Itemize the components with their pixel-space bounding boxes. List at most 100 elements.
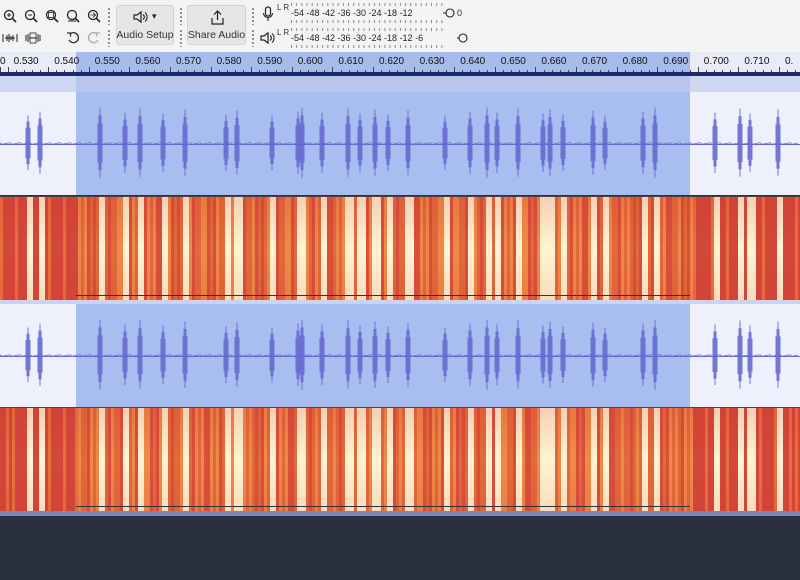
waveform-zero-line bbox=[0, 355, 800, 357]
silence-button[interactable] bbox=[24, 29, 42, 47]
waveform-burst bbox=[269, 115, 275, 171]
record-meter-channels: L R bbox=[277, 3, 290, 12]
waveform-right-graphic bbox=[0, 319, 799, 390]
share-audio-button[interactable]: Share Audio bbox=[187, 5, 246, 45]
waveform-burst bbox=[652, 107, 658, 178]
trim-audio-icon bbox=[2, 34, 18, 42]
meter-level-knob-icon[interactable] bbox=[457, 32, 469, 44]
ruler-minor-tick bbox=[283, 70, 285, 72]
waveform-burst bbox=[299, 319, 305, 390]
waveform-burst bbox=[515, 320, 521, 389]
ruler-minor-tick bbox=[243, 70, 245, 72]
waveform-burst bbox=[234, 110, 240, 175]
ruler-tick-label: 0 bbox=[0, 56, 6, 67]
ruler-minor-tick bbox=[275, 70, 277, 72]
waveform-burst bbox=[295, 111, 301, 174]
ruler-tick bbox=[332, 67, 334, 72]
ruler-tick bbox=[697, 67, 699, 72]
share-audio-label: Share Audio bbox=[187, 29, 246, 41]
ruler-minor-tick bbox=[632, 70, 634, 72]
playback-meter-button[interactable] bbox=[259, 29, 277, 47]
fit-project-button[interactable] bbox=[64, 7, 82, 25]
ruler-minor-tick bbox=[673, 70, 675, 72]
ruler-minor-tick bbox=[462, 70, 464, 72]
ruler-tick-label: 0.590 bbox=[257, 56, 283, 67]
meter-ticks bbox=[291, 20, 446, 23]
waveform-burst bbox=[484, 107, 490, 178]
ruler-minor-tick bbox=[689, 70, 691, 72]
toolbar-grip[interactable] bbox=[179, 29, 183, 47]
toolbar-grip[interactable] bbox=[107, 7, 111, 25]
channel-separator[interactable] bbox=[0, 300, 800, 304]
ruler-minor-tick bbox=[795, 70, 797, 72]
record-meter-button[interactable] bbox=[259, 5, 277, 23]
zoom-toggle-button[interactable] bbox=[85, 7, 103, 25]
fit-selection-button[interactable] bbox=[43, 7, 61, 25]
waveform-burst bbox=[372, 321, 378, 388]
trim-button[interactable] bbox=[1, 29, 19, 47]
ruler-tick bbox=[7, 67, 9, 72]
track-bottom-border bbox=[0, 511, 800, 516]
toolbar-grip[interactable] bbox=[107, 29, 111, 47]
playback-meter-channels: L R bbox=[277, 28, 290, 37]
ruler-minor-tick bbox=[730, 70, 732, 72]
spectrogram-shading bbox=[0, 197, 800, 301]
ruler-minor-tick bbox=[340, 70, 342, 72]
waveform-burst bbox=[25, 115, 31, 171]
ruler-minor-tick bbox=[226, 70, 228, 72]
waveform-burst bbox=[602, 115, 608, 171]
ruler-minor-tick bbox=[511, 70, 513, 72]
meter-level-knob-icon[interactable] bbox=[443, 7, 455, 19]
share-icon bbox=[211, 10, 224, 25]
zoom-in-icon bbox=[3, 9, 17, 23]
ruler-minor-tick bbox=[559, 70, 561, 72]
waveform-right-channel[interactable] bbox=[0, 304, 800, 407]
ruler-tick-label: 0.650 bbox=[500, 56, 526, 67]
ruler-minor-tick bbox=[624, 70, 626, 72]
undo-button[interactable] bbox=[64, 28, 82, 46]
ruler-minor-tick bbox=[161, 70, 163, 72]
playback-meter[interactable]: L R -54 -48 -42 -36 -30 -24 -18 -12 -6 bbox=[277, 28, 469, 48]
waveform-burst bbox=[357, 325, 363, 384]
ruler-minor-tick bbox=[186, 70, 188, 72]
audio-setup-button[interactable]: ▾ Audio Setup bbox=[116, 5, 174, 45]
waveform-burst bbox=[640, 323, 646, 386]
timeline-ruler[interactable]: 0 0.530 0.540 0.550 0.560 0.570 0.580 0.590 0.60… bbox=[0, 52, 800, 72]
waveform-burst bbox=[484, 319, 490, 390]
toolbar-grip[interactable] bbox=[251, 7, 255, 25]
waveform-burst bbox=[223, 326, 229, 384]
empty-track-area[interactable] bbox=[0, 516, 800, 580]
timeline-divider bbox=[0, 72, 800, 76]
waveform-burst bbox=[494, 112, 500, 173]
ruler-minor-tick bbox=[705, 70, 707, 72]
toolbar-grip[interactable] bbox=[251, 29, 255, 47]
speaker-icon bbox=[133, 10, 148, 24]
waveform-burst bbox=[467, 111, 473, 174]
waveform-left-channel[interactable] bbox=[0, 92, 800, 195]
zoom-out-button[interactable] bbox=[22, 7, 40, 25]
waveform-burst bbox=[345, 108, 351, 177]
toolbar-grip[interactable] bbox=[179, 7, 183, 25]
ruler-minor-tick bbox=[486, 70, 488, 72]
ruler-tick-label: 0.600 bbox=[297, 56, 323, 67]
ruler-minor-tick bbox=[527, 70, 529, 72]
spectrogram-left-channel[interactable] bbox=[0, 196, 800, 301]
spectrogram-right-channel[interactable] bbox=[0, 407, 800, 512]
ruler-minor-tick bbox=[770, 70, 772, 72]
toolbar: ▾ Audio Setup Share Audio L R -54 -48 -4… bbox=[0, 0, 800, 53]
ruler-tick bbox=[291, 67, 293, 72]
record-meter[interactable]: L R -54 -48 -42 -36 -30 -24 -18 -12 0 bbox=[277, 3, 467, 23]
ruler-minor-tick bbox=[543, 70, 545, 72]
waveform-burst bbox=[547, 109, 553, 176]
zoom-in-button[interactable] bbox=[1, 7, 19, 25]
waveform-burst bbox=[640, 111, 646, 174]
playback-meter-scale: -54 -48 -42 -36 -30 -24 -18 -12 -6 bbox=[291, 33, 424, 43]
redo-button[interactable] bbox=[85, 28, 103, 46]
meter-ticks bbox=[291, 28, 446, 31]
waveform-burst bbox=[122, 112, 128, 173]
ruler-minor-tick bbox=[137, 70, 139, 72]
ruler-minor-tick bbox=[316, 70, 318, 72]
ruler-minor-tick bbox=[746, 70, 748, 72]
ruler-minor-tick bbox=[121, 70, 123, 72]
track-header-bar[interactable] bbox=[0, 76, 800, 92]
